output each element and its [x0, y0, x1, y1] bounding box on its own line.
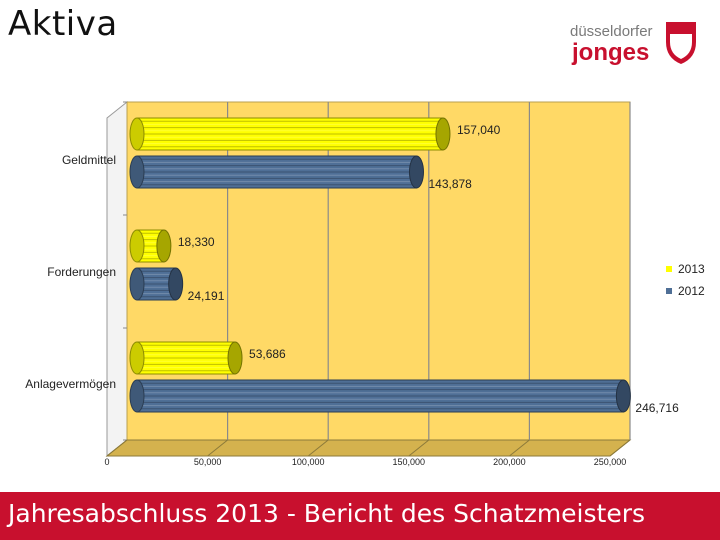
bar-end-cap [227, 341, 243, 375]
bar-base-cap [129, 229, 145, 263]
bar-2012 [129, 267, 184, 301]
bar-base-cap [129, 155, 145, 189]
legend-label-2012: 2012 [678, 284, 705, 298]
bar-base-cap [129, 379, 145, 413]
bar-2013 [129, 229, 172, 263]
legend-label-2013: 2013 [678, 262, 705, 276]
floor-grid-line [609, 439, 631, 457]
bar-end-cap [615, 379, 631, 413]
x-tick-label: 0 [104, 457, 109, 467]
footer-title: Jahresabschluss 2013 - Bericht des Schat… [8, 499, 646, 528]
x-tick-label: 250,000 [594, 457, 627, 467]
bar-end-cap [168, 267, 184, 301]
bar-end-cap [435, 117, 451, 151]
floor-grid-line [207, 439, 228, 457]
legend-swatch-2013 [666, 266, 672, 272]
chart-legend: 2013 2012 [666, 258, 705, 302]
legend-item-2012: 2012 [666, 280, 705, 302]
data-label: 53,686 [249, 347, 286, 361]
page-title: Aktiva [8, 4, 118, 44]
bar-2013 [129, 117, 451, 151]
data-label: 246,716 [635, 401, 679, 415]
category-label: Anlagevermögen [25, 377, 116, 391]
floor-grid-line [106, 439, 128, 457]
dusseldorfer-jonges-logo: düsseldorfer jonges [570, 22, 696, 66]
bar-base-cap [129, 341, 145, 375]
legend-swatch-2012 [666, 288, 672, 294]
footer-bar: Jahresabschluss 2013 - Bericht des Schat… [0, 492, 720, 540]
bar-end-cap [156, 229, 172, 263]
data-label: 18,330 [178, 235, 215, 249]
data-label: 157,040 [457, 123, 501, 137]
data-label: 24,191 [188, 289, 225, 303]
legend-item-2013: 2013 [666, 258, 705, 280]
floor-grid-line [408, 439, 430, 457]
category-label: Geldmittel [62, 153, 116, 167]
chart-floor [105, 439, 632, 457]
bar-2012 [129, 379, 631, 413]
x-tick-label: 100,000 [292, 457, 325, 467]
x-tick-label: 50,000 [194, 457, 222, 467]
bar-base-cap [129, 117, 145, 151]
data-label: 143,878 [428, 177, 472, 191]
x-tick-label: 150,000 [393, 457, 426, 467]
floor-grid-line [307, 439, 329, 457]
bar-2013 [129, 341, 243, 375]
bar-base-cap [129, 267, 145, 301]
floor-grid-line [509, 439, 530, 457]
x-tick-label: 200,000 [493, 457, 526, 467]
bar-end-cap [408, 155, 424, 189]
shield-inner-icon [670, 34, 692, 59]
category-label: Forderungen [47, 265, 116, 279]
logo-text-bottom: jonges [571, 39, 649, 66]
logo-text-top: düsseldorfer [570, 23, 653, 40]
bar-2012 [129, 155, 424, 189]
